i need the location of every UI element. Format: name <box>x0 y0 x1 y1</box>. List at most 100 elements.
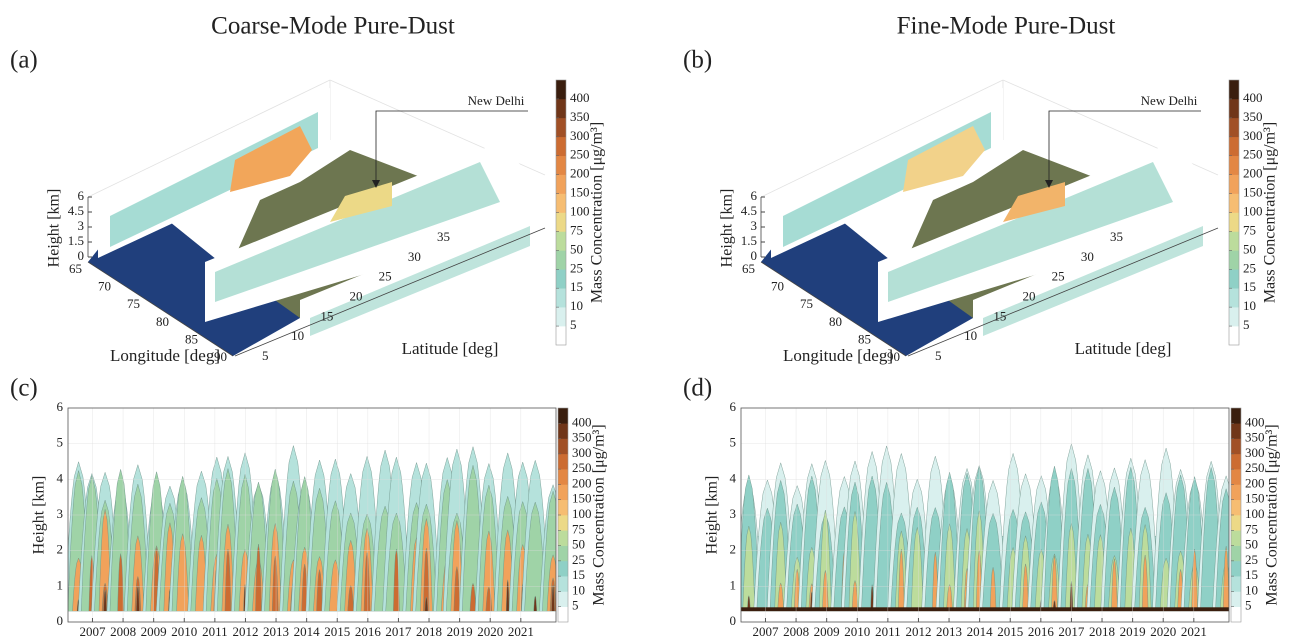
annotation: New Delhi <box>468 93 525 108</box>
y-axis <box>234 227 546 357</box>
y-tick-label: 30 <box>408 249 421 264</box>
panel-label: (a) <box>10 47 38 74</box>
z-tick-label: 6 <box>751 188 758 203</box>
colorbar-segment <box>1229 269 1239 289</box>
y-axis <box>907 227 1219 357</box>
colorbar-tick-label: 350 <box>1245 430 1265 445</box>
colorbar-segment <box>558 469 568 485</box>
x-tick-label: 2012 <box>905 624 931 639</box>
x-tick-label: 2013 <box>936 624 962 639</box>
colorbar-segment <box>558 606 568 623</box>
y-axis-label: Height [km] <box>31 476 48 555</box>
curtain-fill <box>903 126 985 192</box>
colorbar-tick-label: 150 <box>570 185 590 200</box>
colorbar-tick-label: 50 <box>570 241 583 256</box>
colorbar-segment <box>1229 98 1239 119</box>
y-axis-label: Latitude [deg] <box>402 339 499 358</box>
colorbar-tick-label: 15 <box>572 567 585 582</box>
contour-fill <box>1051 555 1058 612</box>
colorbar-tick-label: 50 <box>572 537 585 552</box>
colorbar-tick-label: 25 <box>570 260 583 275</box>
colorbar-segment <box>556 212 566 232</box>
y-tick-label: 2 <box>57 542 64 557</box>
curtain-fill <box>330 182 392 222</box>
colorbar-tick-label: 250 <box>1245 460 1265 475</box>
y-tick-label: 35 <box>437 229 450 244</box>
colorbar-segment <box>558 576 568 592</box>
contour-fill <box>136 586 140 612</box>
x-tick-label: 75 <box>800 296 813 311</box>
colorbar-segment <box>1231 530 1241 546</box>
x-tick-label: 2011 <box>875 624 901 639</box>
contour-fill <box>898 549 905 612</box>
contour-fill <box>363 552 371 612</box>
y-tick-label: 10 <box>291 328 304 343</box>
colorbar-segment <box>1229 288 1239 308</box>
x-tick-label: 2014 <box>967 624 994 639</box>
annotation: New Delhi <box>1141 93 1198 108</box>
panel-label: (b) <box>683 47 712 74</box>
x-tick-label: 2008 <box>110 624 136 639</box>
colorbar-tick-label: 75 <box>1245 521 1258 536</box>
contour-fill <box>989 567 997 612</box>
annotation-arrow <box>372 180 380 188</box>
z-tick-label: 1.5 <box>741 233 757 248</box>
x-tick-label: 2019 <box>447 624 473 639</box>
x-tick-label: 2020 <box>477 624 503 639</box>
colorbar-segment <box>1229 250 1239 270</box>
x-tick-label: 2007 <box>79 624 106 639</box>
x-tick-label: 2007 <box>752 624 779 639</box>
y-tick-label: 5 <box>262 348 269 363</box>
z-tick-label: 4.5 <box>741 203 757 218</box>
y-tick-label: 30 <box>1081 249 1094 264</box>
x-tick-label: 2010 <box>171 624 197 639</box>
curtain-fill <box>888 162 1173 302</box>
x-tick-label: 2018 <box>416 624 442 639</box>
colorbar-segment <box>556 117 566 138</box>
y-tick-label: 20 <box>1023 288 1036 303</box>
colorbar-tick-label: 200 <box>1245 475 1265 490</box>
annotation-line <box>375 110 528 182</box>
curtain-fill <box>310 226 530 336</box>
x-tick-label: 2018 <box>1089 624 1115 639</box>
z-tick-label: 1.5 <box>68 233 84 248</box>
panel-title: Fine-Mode Pure-Dust <box>897 13 1116 40</box>
x-axis-label: Longitude [deg] <box>110 346 220 365</box>
z-tick-label: 3 <box>751 218 758 233</box>
colorbar-segment <box>1231 560 1241 577</box>
colorbar-tick-label: 300 <box>1243 128 1263 143</box>
y-tick-label: 5 <box>57 435 64 450</box>
contour-fill <box>347 584 354 612</box>
curtain-fill <box>230 126 312 192</box>
colorbar-tick-label: 200 <box>572 475 592 490</box>
contour-fill <box>851 579 859 612</box>
y-tick-label: 25 <box>1052 269 1065 284</box>
colorbar-tick-label: 10 <box>1243 298 1256 313</box>
x-tick-label: 2014 <box>294 624 321 639</box>
colorbar-segment <box>556 288 566 308</box>
colorbar-tick-label: 400 <box>570 90 590 105</box>
contour-area <box>741 443 1229 612</box>
colorbar-segment <box>1229 212 1239 232</box>
colorbar-tick-label: 5 <box>570 317 577 332</box>
colorbar-tick-label: 100 <box>1245 506 1265 521</box>
y-tick-label: 3 <box>57 506 64 521</box>
contour-area <box>68 444 556 612</box>
colorbar-tick-label: 400 <box>1245 414 1265 429</box>
x-tick-label: 80 <box>829 314 842 329</box>
contour-fill <box>1141 554 1149 612</box>
colorbar-segment <box>558 499 568 516</box>
colorbar-segment <box>556 269 566 289</box>
panel-label: (d) <box>683 375 712 402</box>
z-tick-label: 6 <box>78 188 85 203</box>
x-tick-label: 2021 <box>508 624 534 639</box>
colorbar-tick-label: 150 <box>1245 491 1265 506</box>
box-edge <box>760 79 1004 198</box>
x-tick-label: 90 <box>887 349 900 364</box>
colorbar-segment <box>1231 545 1241 562</box>
y-tick-label: 4 <box>730 470 737 485</box>
contour-fill <box>103 590 107 612</box>
y-tick-label: 0 <box>730 613 737 628</box>
colorbar-tick-label: 75 <box>1243 222 1256 237</box>
colorbar-segment <box>1231 576 1241 592</box>
